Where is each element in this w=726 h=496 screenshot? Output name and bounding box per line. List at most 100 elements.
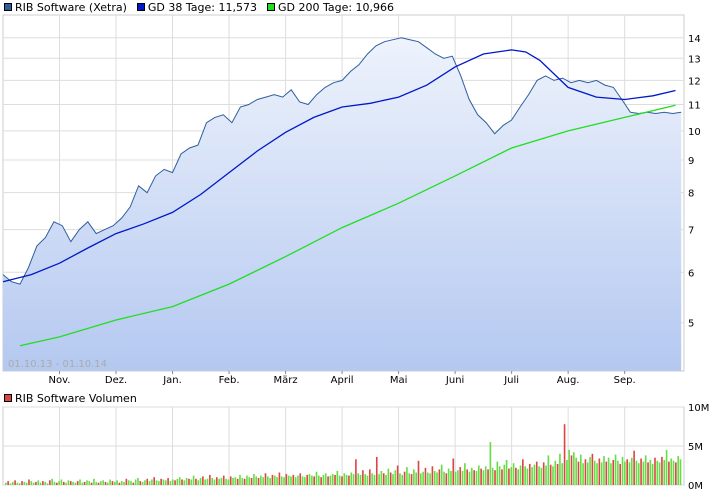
volume-bar	[626, 459, 628, 485]
volume-bar	[100, 481, 102, 485]
volume-bar	[399, 473, 401, 485]
volume-bar	[195, 478, 197, 485]
x-tick-label: Aug.	[557, 375, 580, 386]
volume-bar	[95, 481, 98, 485]
volume-bar	[345, 474, 348, 485]
volume-bar	[248, 477, 251, 485]
legend-label-gd200: GD 200 Tage: 10,966	[277, 0, 395, 14]
volume-bar	[253, 474, 255, 485]
volume-bar	[158, 481, 160, 485]
volume-bar	[410, 474, 413, 485]
volume-bar	[297, 475, 299, 485]
volume-bar	[554, 460, 557, 485]
x-tick-label: April	[331, 375, 354, 386]
price-area	[3, 37, 682, 372]
volume-bar	[508, 468, 510, 485]
volume-bar	[69, 481, 72, 485]
volume-bar	[116, 480, 118, 485]
volume-bar	[144, 480, 146, 485]
volume-bar	[285, 474, 288, 485]
volume-bar	[190, 479, 193, 485]
volume-bar	[25, 482, 28, 485]
volume-bar	[74, 482, 77, 485]
volume-bar	[320, 477, 322, 485]
volume-bar	[46, 483, 49, 485]
volume-bar	[276, 477, 278, 485]
volume-bar	[97, 482, 100, 485]
volume-bar	[176, 478, 179, 485]
volume-bar	[123, 481, 125, 485]
volume-bar	[16, 482, 19, 485]
volume-bar	[663, 460, 666, 485]
volume-bar	[362, 470, 364, 485]
volume-bar	[603, 456, 605, 485]
volume-bar	[18, 483, 21, 485]
volume-y-tick-label: 10M	[688, 403, 709, 414]
volume-bar	[519, 465, 522, 485]
legend-item-gd38: GD 38 Tage: 11,573	[136, 1, 257, 14]
volume-bar	[202, 476, 204, 485]
volume-bar	[336, 471, 339, 485]
volume-bar	[283, 477, 285, 485]
volume-bar	[341, 476, 343, 485]
volume-bar	[278, 472, 281, 485]
legend-swatch-volume	[4, 394, 12, 402]
volume-bar	[612, 460, 615, 485]
price-panel: 5 6 7 8 9 10 11 12 13 14 Nov. Dez. Jan. Feb. März April…	[2, 14, 701, 386]
volume-bar	[420, 473, 422, 485]
volume-bar	[355, 459, 357, 485]
volume-bar	[489, 442, 492, 485]
volume-bar	[624, 461, 626, 485]
volume-bar	[424, 467, 427, 485]
volume-bar	[679, 459, 682, 485]
volume-bar	[294, 477, 297, 485]
volume-bar	[185, 478, 188, 485]
volume-bar	[549, 464, 552, 485]
volume-bar	[290, 476, 292, 485]
volume-bar	[570, 455, 573, 485]
volume-bar	[167, 478, 169, 485]
volume-bar	[628, 462, 631, 485]
volume-bar	[88, 481, 91, 485]
volume-bar	[429, 473, 431, 485]
volume-bar	[160, 478, 162, 485]
volume-bar	[181, 479, 183, 485]
volume-bar	[343, 473, 346, 485]
volume-bar	[633, 450, 635, 485]
volume-bar	[617, 460, 619, 485]
volume-bar	[459, 467, 462, 485]
volume-bar	[535, 461, 538, 485]
volume-bar	[39, 482, 42, 485]
volume-bar	[619, 463, 622, 485]
volume-bar	[651, 463, 654, 485]
volume-bar	[647, 462, 649, 485]
volume-bar	[642, 461, 645, 485]
y-tick-label: 8	[688, 189, 694, 200]
volume-bar	[406, 467, 408, 485]
volume-bar	[426, 472, 429, 485]
y-tick-label: 7	[688, 226, 694, 237]
volume-bar	[573, 452, 575, 485]
volume-bar	[76, 481, 79, 485]
volume-bar	[371, 473, 373, 485]
volume-bar	[308, 474, 311, 485]
volume-bar	[600, 462, 603, 485]
volume-bar	[359, 474, 362, 485]
volume-bar	[445, 473, 448, 485]
volume-bar	[81, 482, 84, 485]
volume-bar	[505, 460, 508, 485]
volume-bar	[394, 470, 397, 485]
volume-bar	[151, 479, 153, 485]
volume-bar	[540, 467, 543, 485]
volume-bar	[65, 482, 67, 485]
volume-bar	[665, 449, 668, 485]
volume-bar	[239, 474, 241, 485]
volume-bar	[234, 477, 237, 485]
volume-bar	[246, 475, 248, 485]
volume-bar	[209, 474, 211, 485]
volume-bar	[62, 481, 65, 485]
volume-bar	[466, 469, 468, 485]
y-tick-label: 5	[688, 319, 694, 330]
volume-bar	[610, 463, 612, 485]
volume-bar	[130, 481, 132, 485]
